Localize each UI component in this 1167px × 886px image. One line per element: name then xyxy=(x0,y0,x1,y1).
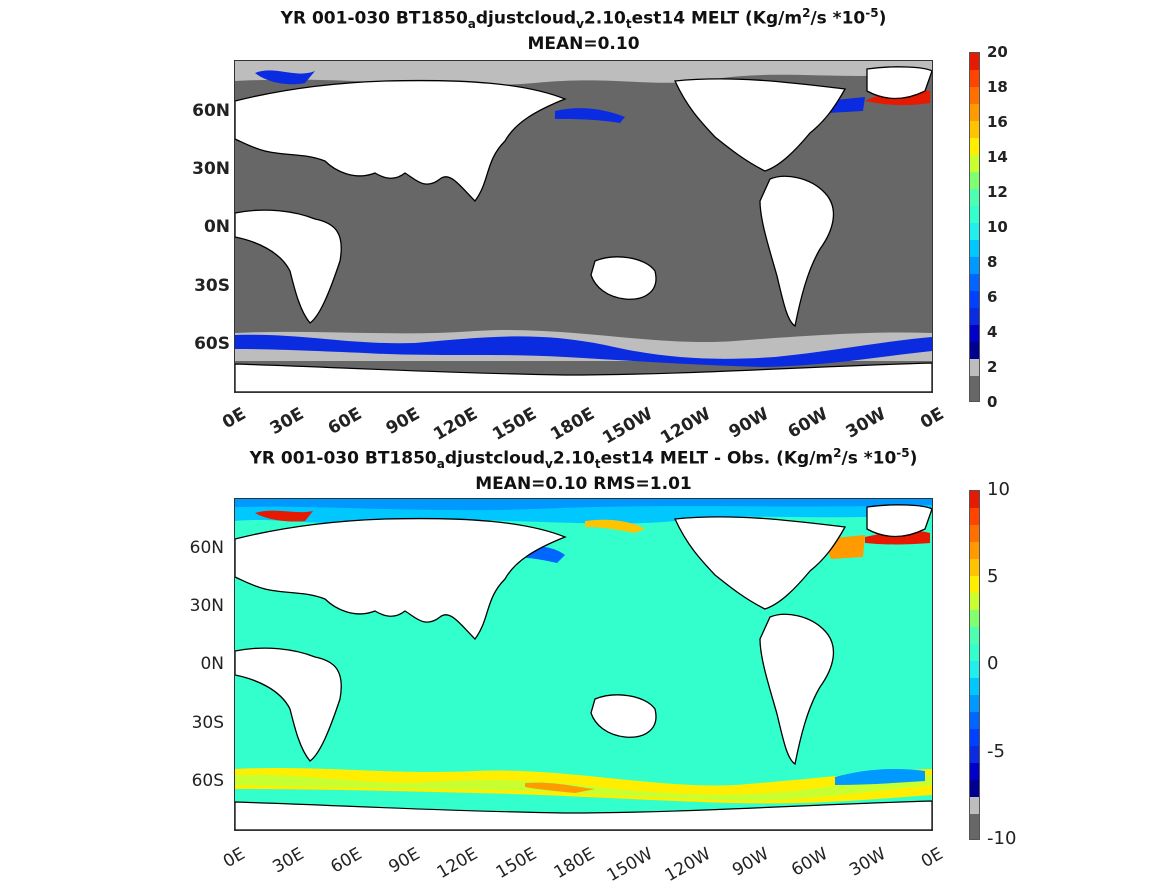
panel2-lon-label: 120E xyxy=(433,844,481,883)
panel1-lat-30n: 30N xyxy=(192,159,230,179)
panel2-lon-label: 30W xyxy=(845,844,889,881)
panel2-arctic-red xyxy=(255,510,313,522)
panel1-lat-30s: 30S xyxy=(194,276,230,296)
panel2-lon-label: 0E xyxy=(918,844,947,873)
panel1-lon-label: 90E xyxy=(382,404,423,439)
panel1-map xyxy=(234,60,933,393)
panel1-cbar-tick: 8 xyxy=(987,253,998,271)
panel2-lon-label: 60W xyxy=(787,844,831,881)
panel1-arctic-melt-west xyxy=(255,70,315,85)
panel2-antarctica xyxy=(235,800,932,830)
panel1-lon-label: 120E xyxy=(430,404,481,445)
panel1-subtitle: MEAN=0.10 xyxy=(527,34,640,54)
panel1-lon-label: 30E xyxy=(266,404,307,439)
panel2-lon-label: 90W xyxy=(728,844,772,881)
panel1-lat-0n: 0N xyxy=(203,217,230,237)
panel2-lon-label: 150W xyxy=(603,844,656,886)
panel1-cbar-tick: 20 xyxy=(987,43,1008,61)
panel1-lon-label: 0E xyxy=(218,404,249,434)
panel1-lat-60n: 60N xyxy=(192,101,230,121)
panel2-lon-label: 150E xyxy=(492,844,540,883)
panel2-lon-label: 60E xyxy=(326,844,365,878)
panel2-arctic-deep xyxy=(235,499,932,511)
panel1-cbar-tick: 18 xyxy=(987,78,1008,96)
panel1-map-svg xyxy=(235,61,932,392)
panel1-lon-label: 180E xyxy=(547,404,598,445)
panel1-lon-label: 150E xyxy=(489,404,540,445)
panel1-cbar-tick: 6 xyxy=(987,288,998,306)
panel2-lat-30n: 30N xyxy=(189,596,224,616)
panel2-subtitle: MEAN=0.10 RMS=1.01 xyxy=(475,474,692,494)
panel1-title: YR 001-030 BT1850adjustcloudv2.10test14 … xyxy=(280,6,887,32)
panel2-lat-0n: 0N xyxy=(200,654,224,674)
panel1-cbar-tick: 14 xyxy=(987,148,1008,166)
panel2-lat-60n: 60N xyxy=(189,538,224,558)
panel1-colorbar-svg xyxy=(970,53,979,401)
panel1-cbar-tick: 4 xyxy=(987,323,998,341)
panel1-cbar-tick: 0 xyxy=(987,393,998,411)
panel1-cbar-tick: 16 xyxy=(987,113,1008,131)
panel1-cbar-tick: 10 xyxy=(987,218,1008,236)
panel2-lon-label: 30E xyxy=(268,844,307,878)
panel1-lon-label: 60E xyxy=(324,404,365,439)
panel2-lon-label: 90E xyxy=(384,844,423,878)
panel1-bering-melt xyxy=(555,108,625,123)
panel1-lat-60s: 60S xyxy=(194,334,230,354)
panel2-title: YR 001-030 BT1850adjustcloudv2.10test14 … xyxy=(249,446,918,472)
panel2-southern-orange xyxy=(525,782,595,793)
panel2-southern-blue xyxy=(835,769,925,785)
panel2-colorbar-svg xyxy=(970,491,979,839)
panel1-antarctica xyxy=(235,362,932,392)
panel1-arctic-ice xyxy=(235,61,932,86)
panel2-map-svg xyxy=(235,499,932,830)
panel2-cbar-tick: -10 xyxy=(987,828,1017,849)
panel1-southern-melt xyxy=(235,334,932,367)
panel1-lon-label: 90W xyxy=(725,404,772,443)
panel1-lon-label: 60W xyxy=(784,404,831,443)
panel2-cbar-tick: 0 xyxy=(987,653,999,674)
panel2-cbar-tick: 10 xyxy=(987,479,1010,500)
panel1-lon-label: 0E xyxy=(916,404,947,434)
panel2-lon-label: 120W xyxy=(661,844,714,886)
panel2-cbar-tick: 5 xyxy=(987,566,999,587)
panel1-lon-label: 30W xyxy=(842,404,889,443)
panel2-cbar-tick: -5 xyxy=(987,741,1005,762)
panel2-lat-30s: 30S xyxy=(191,713,224,733)
panel2-lon-label: 180E xyxy=(550,844,598,883)
panel1-continents xyxy=(235,66,932,328)
panel1-cbar-tick: 12 xyxy=(987,183,1008,201)
panel1-cbar-tick: 2 xyxy=(987,358,998,376)
panel2-lat-60s: 60S xyxy=(191,771,224,791)
panel2-arctic-yellow xyxy=(585,519,645,533)
panel2-colorbar xyxy=(969,490,980,840)
panel2-map xyxy=(234,498,933,831)
panel1-colorbar xyxy=(969,52,980,402)
panel2-continents xyxy=(235,504,932,766)
panel2-lon-label: 0E xyxy=(220,844,249,873)
